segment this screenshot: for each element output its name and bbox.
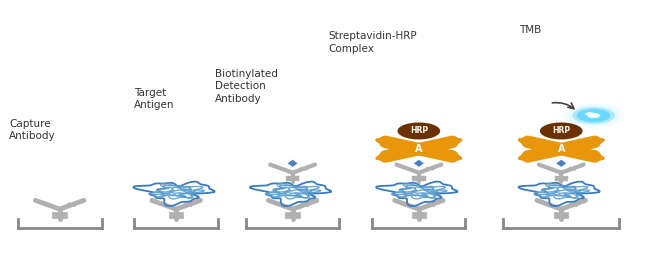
- Text: Target
Antigen: Target Antigen: [134, 88, 175, 110]
- Circle shape: [577, 109, 610, 122]
- Polygon shape: [287, 159, 298, 167]
- Polygon shape: [413, 159, 424, 167]
- Text: HRP: HRP: [410, 126, 428, 135]
- Text: A: A: [558, 144, 565, 154]
- Text: Biotinylated
Detection
Antibody: Biotinylated Detection Antibody: [215, 69, 278, 104]
- Circle shape: [587, 113, 600, 118]
- Text: HRP: HRP: [552, 126, 570, 135]
- Circle shape: [567, 105, 619, 126]
- Circle shape: [540, 122, 582, 139]
- Text: A: A: [415, 144, 423, 154]
- Circle shape: [572, 107, 615, 124]
- Circle shape: [585, 112, 594, 116]
- Circle shape: [582, 111, 605, 120]
- Circle shape: [398, 122, 440, 139]
- Polygon shape: [556, 159, 567, 167]
- Text: Streptavidin-HRP
Complex: Streptavidin-HRP Complex: [328, 31, 417, 54]
- Circle shape: [562, 103, 625, 128]
- Text: TMB: TMB: [519, 25, 541, 35]
- Text: Capture
Antibody: Capture Antibody: [9, 119, 56, 141]
